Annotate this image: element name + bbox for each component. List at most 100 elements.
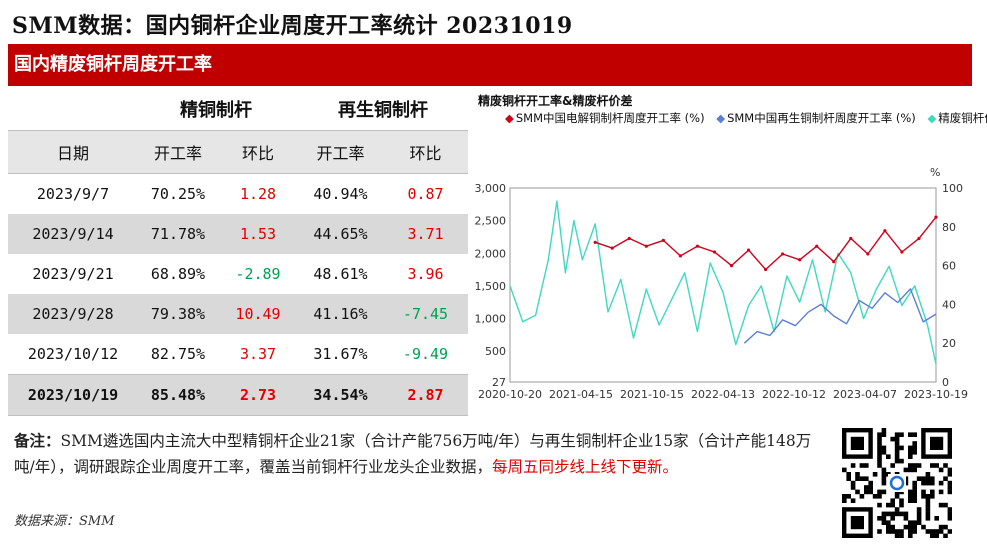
cell-refined-change: -2.89: [235, 265, 281, 283]
header-date: 日期: [8, 130, 138, 174]
cell-recycled-change: -7.45: [383, 294, 468, 334]
qr-module: [908, 489, 913, 495]
qr-module: [947, 480, 952, 486]
qr-module: [859, 476, 865, 481]
qr-module: [925, 476, 931, 481]
qr-module: [894, 458, 900, 464]
qr-module: [842, 494, 847, 499]
qr-module: [912, 441, 917, 446]
qr-module: [938, 524, 944, 530]
qr-code: [842, 428, 952, 538]
qr-module: [925, 498, 931, 503]
legend-label-spread: 精废铜杆价差: [938, 111, 987, 125]
table-row: 2023/10/19 85.48% 2.73 34.54% 2.87: [8, 374, 468, 416]
cell-refined-change: 1.53: [218, 214, 298, 254]
cell-date: 2023/10/19: [8, 374, 138, 416]
qr-module: [894, 432, 900, 437]
left-tick-label: 1,500: [475, 280, 507, 293]
qr-module: [916, 476, 922, 481]
cell-refined-rate: 82.75%: [150, 345, 206, 363]
note-highlight: 每周五同步线上线下更新。: [491, 458, 678, 476]
left-tick-label: 500: [485, 345, 506, 358]
cell-refined-rate: 68.89%: [150, 265, 206, 283]
qr-module: [943, 502, 948, 508]
qr-module: [846, 494, 851, 499]
qr-module: [881, 511, 887, 517]
qr-module: [881, 428, 887, 433]
qr-module: [864, 485, 869, 490]
qr-module: [881, 450, 887, 455]
x-tick-label: 2022-10-12: [762, 388, 826, 401]
line-chart: 27 500 1,000 1,500 2,000 2,500 3,000 0 20 40 60 80 1…: [475, 166, 968, 401]
qr-module: [921, 476, 926, 481]
qr-module: [864, 463, 869, 468]
qr-module: [899, 445, 904, 451]
point-refined: [610, 246, 614, 250]
qr-module: [925, 494, 931, 499]
qr-module: [903, 467, 909, 473]
qr-module: [912, 480, 917, 486]
qr-module: [855, 489, 860, 495]
point-refined: [764, 267, 768, 272]
qr-module: [947, 507, 952, 512]
point-refined: [849, 236, 853, 241]
cell-recycled-rate: 34.54%: [298, 374, 383, 416]
point-refined: [627, 236, 631, 241]
qr-module: [890, 529, 895, 534]
qr-module: [912, 489, 917, 495]
qr-module: [894, 494, 900, 499]
x-tick-label: 2022-04-13: [691, 388, 755, 401]
qr-module: [881, 489, 887, 495]
qr-module: [877, 529, 882, 534]
x-tick-label: 2020-10-20: [478, 388, 542, 401]
qr-module: [938, 480, 944, 486]
qr-module: [899, 498, 904, 503]
qr-module: [899, 432, 904, 437]
qr-module: [886, 511, 891, 517]
qr-module: [850, 516, 864, 530]
header-refined-change: 环比: [218, 130, 298, 174]
point-refined: [883, 229, 887, 233]
point-refined: [798, 258, 802, 262]
qr-module: [850, 436, 864, 450]
qr-module: [877, 450, 882, 455]
qr-module: [925, 480, 931, 486]
qr-module: [881, 476, 887, 481]
cell-refined-rate: 85.48%: [138, 374, 218, 416]
qr-module: [934, 533, 939, 538]
qr-module: [930, 489, 935, 495]
cell-recycled-change: 2.87: [383, 374, 468, 416]
qr-module: [908, 520, 913, 525]
qr-module: [908, 494, 913, 499]
left-tick-label: 3,000: [475, 182, 507, 195]
qr-module: [890, 436, 895, 442]
qr-module: [894, 533, 900, 538]
cell-date: 2023/9/7: [36, 185, 110, 203]
right-tick-label: 20: [942, 337, 956, 350]
qr-module: [894, 450, 900, 455]
qr-module: [916, 463, 922, 468]
qr-module: [868, 489, 873, 495]
qr-module: [890, 463, 895, 468]
header-recycled-change: 环比: [383, 130, 468, 174]
qr-module: [912, 494, 917, 499]
qr-module: [938, 529, 944, 534]
group-refined-label: 精铜制杆: [180, 100, 252, 121]
x-tick-label: 2023-04-07: [833, 388, 897, 401]
cell-refined-change: 10.49: [218, 294, 298, 334]
cell-recycled-rate: 48.61%: [313, 265, 368, 283]
qr-module: [912, 520, 917, 525]
qr-module: [912, 463, 917, 468]
cell-recycled-rate: 41.16%: [298, 294, 383, 334]
section-header: 国内精废铜杆周度开工率: [8, 44, 972, 86]
right-tick-label: 0: [942, 376, 949, 389]
right-axis-unit: %: [930, 166, 940, 179]
qr-module: [855, 472, 860, 477]
qr-module: [877, 489, 882, 495]
qr-module: [930, 436, 944, 450]
point-refined: [900, 250, 904, 254]
qr-module: [938, 489, 944, 495]
qr-module: [886, 529, 891, 534]
qr-module: [890, 498, 895, 503]
series-line-spread: [509, 200, 937, 365]
